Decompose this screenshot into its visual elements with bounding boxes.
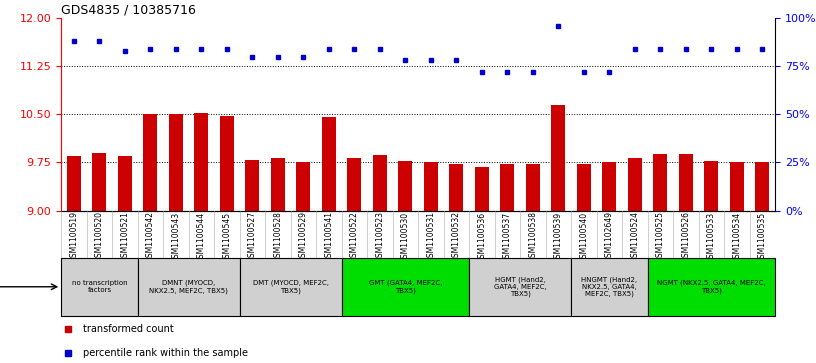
Text: GSM1100530: GSM1100530	[401, 212, 410, 262]
Bar	[194, 113, 208, 211]
Bar	[92, 153, 106, 211]
Text: GSM1100533: GSM1100533	[707, 212, 716, 262]
Text: GSM1100520: GSM1100520	[95, 212, 104, 262]
Bar	[730, 163, 744, 211]
Text: no transcription
factors: no transcription factors	[72, 280, 127, 293]
Text: GSM1100532: GSM1100532	[452, 212, 461, 262]
Text: GSM1100534: GSM1100534	[733, 212, 742, 262]
Text: GSM1100528: GSM1100528	[273, 212, 282, 262]
Text: GSM1100529: GSM1100529	[299, 212, 308, 262]
Bar	[348, 158, 361, 211]
Text: GSM1100541: GSM1100541	[325, 212, 334, 262]
Text: GSM1100545: GSM1100545	[223, 212, 232, 262]
Text: GSM1100524: GSM1100524	[631, 212, 640, 262]
Text: GSM1100519: GSM1100519	[69, 212, 78, 262]
Text: GSM1100538: GSM1100538	[529, 212, 538, 262]
Bar	[424, 163, 438, 211]
Bar	[118, 156, 132, 211]
Bar	[654, 154, 667, 211]
Text: DMNT (MYOCD,
NKX2.5, MEF2C, TBX5): DMNT (MYOCD, NKX2.5, MEF2C, TBX5)	[149, 280, 228, 294]
Text: GSM1100523: GSM1100523	[375, 212, 384, 262]
FancyBboxPatch shape	[648, 258, 775, 316]
Text: DMT (MYOCD, MEF2C,
TBX5): DMT (MYOCD, MEF2C, TBX5)	[253, 280, 329, 294]
Text: GSM1100544: GSM1100544	[197, 212, 206, 262]
FancyBboxPatch shape	[138, 258, 240, 316]
Text: GSM1100521: GSM1100521	[121, 212, 130, 262]
Text: percentile rank within the sample: percentile rank within the sample	[82, 348, 247, 358]
Bar	[322, 117, 336, 211]
Text: GSM1100536: GSM1100536	[477, 212, 486, 262]
Text: HGMT (Hand2,
GATA4, MEF2C,
TBX5): HGMT (Hand2, GATA4, MEF2C, TBX5)	[494, 276, 547, 297]
Bar	[144, 114, 157, 211]
Bar	[679, 154, 693, 211]
FancyBboxPatch shape	[571, 258, 648, 316]
Text: GSM1100540: GSM1100540	[579, 212, 588, 262]
Bar	[526, 164, 540, 211]
Text: GMT (GATA4, MEF2C,
TBX5): GMT (GATA4, MEF2C, TBX5)	[369, 280, 442, 294]
FancyBboxPatch shape	[342, 258, 469, 316]
Bar	[246, 160, 259, 211]
Text: GSM1100527: GSM1100527	[248, 212, 257, 262]
Text: HNGMT (Hand2,
NKX2.5, GATA4,
MEF2C, TBX5): HNGMT (Hand2, NKX2.5, GATA4, MEF2C, TBX5…	[581, 276, 637, 297]
Bar	[552, 105, 565, 211]
Text: GSM1100542: GSM1100542	[146, 212, 155, 262]
Bar	[577, 164, 591, 211]
Text: GSM1100537: GSM1100537	[503, 212, 512, 262]
FancyBboxPatch shape	[469, 258, 571, 316]
Bar	[169, 114, 183, 211]
Bar	[704, 160, 718, 211]
Bar	[500, 164, 514, 211]
Bar	[373, 155, 387, 211]
Bar	[220, 116, 234, 211]
Text: NGMT (NKX2.5, GATA4, MEF2C,
TBX5): NGMT (NKX2.5, GATA4, MEF2C, TBX5)	[657, 280, 765, 294]
Bar	[756, 162, 769, 211]
Text: GSM1100539: GSM1100539	[554, 212, 563, 262]
Bar	[398, 160, 412, 211]
Text: GSM1100531: GSM1100531	[427, 212, 436, 262]
Bar	[602, 163, 616, 211]
Text: GSM1100543: GSM1100543	[171, 212, 180, 262]
Bar	[296, 163, 310, 211]
Bar	[450, 164, 463, 211]
Bar	[475, 167, 489, 211]
Text: transformed count: transformed count	[82, 324, 173, 334]
Bar	[628, 158, 642, 211]
Text: GSM1100525: GSM1100525	[656, 212, 665, 262]
FancyBboxPatch shape	[240, 258, 342, 316]
Bar	[67, 156, 81, 211]
FancyBboxPatch shape	[61, 258, 138, 316]
Text: GSM1100522: GSM1100522	[350, 212, 359, 262]
Bar	[271, 158, 285, 211]
Text: GDS4835 / 10385716: GDS4835 / 10385716	[61, 4, 196, 17]
Text: GSM1100535: GSM1100535	[758, 212, 767, 262]
Text: GSM1100526: GSM1100526	[681, 212, 690, 262]
Text: GSM1102649: GSM1102649	[605, 212, 614, 262]
